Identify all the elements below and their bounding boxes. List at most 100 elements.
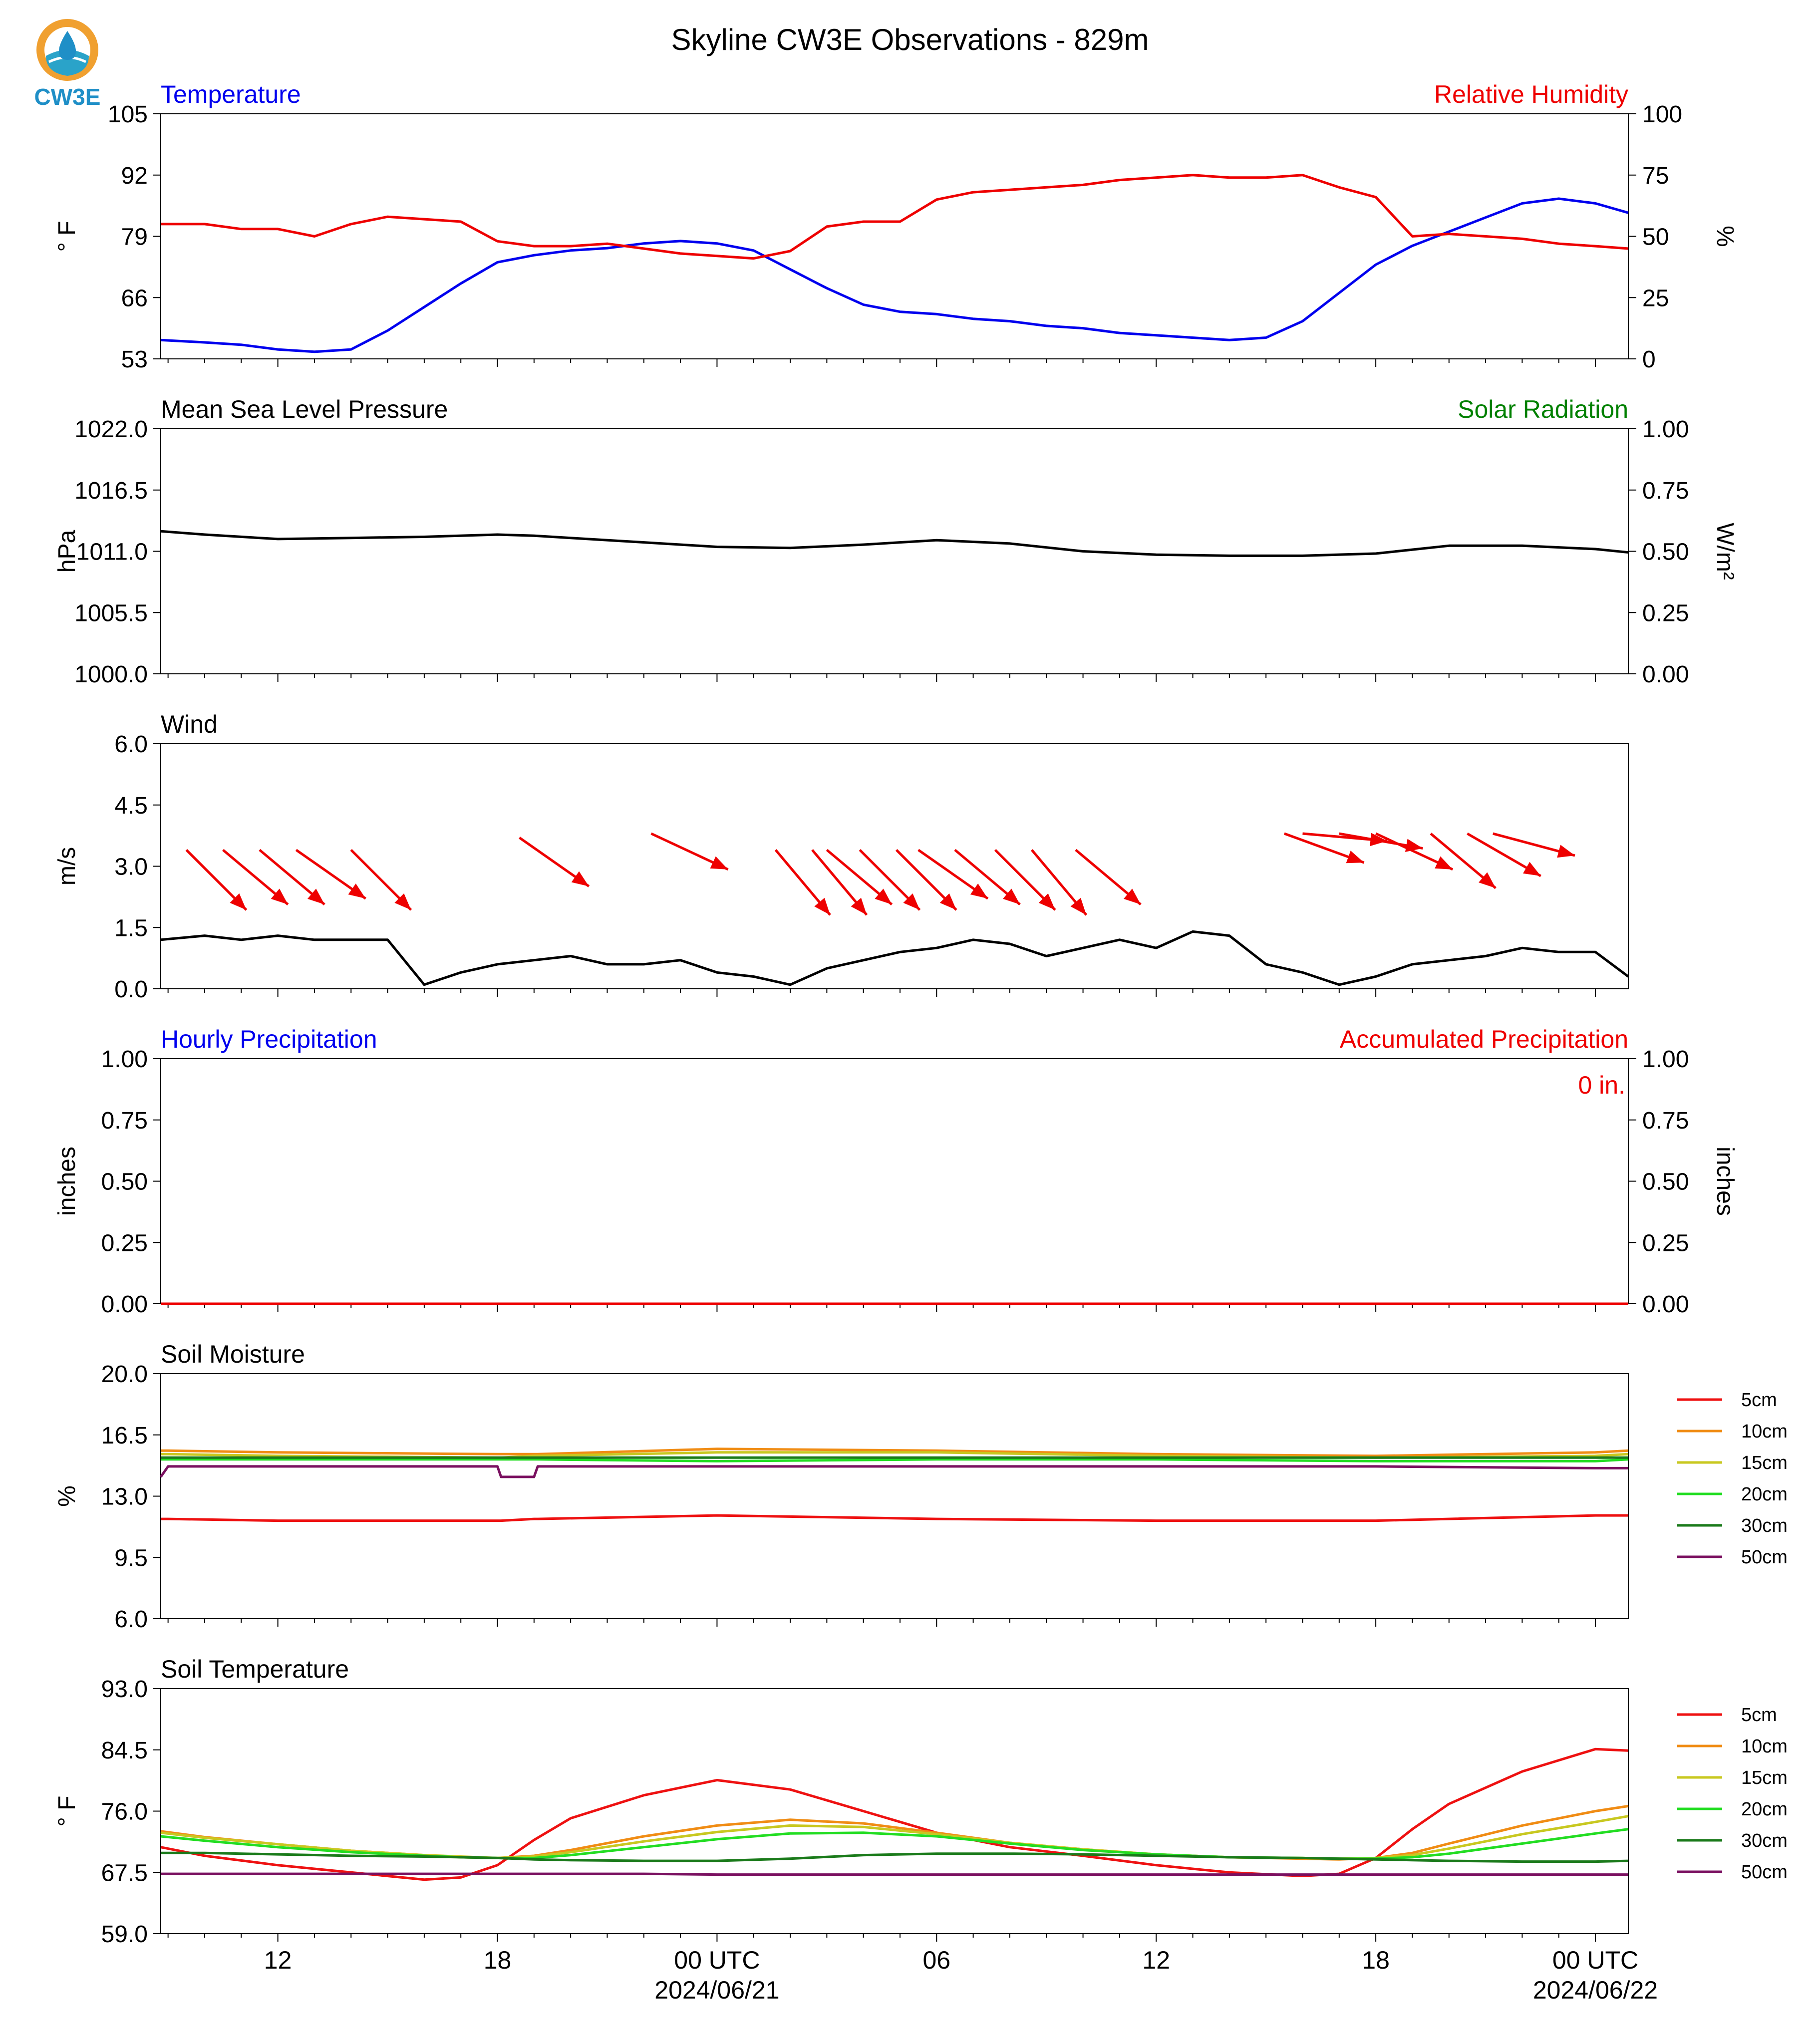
y-tick-label-right: 0.00 (1642, 1291, 1689, 1318)
wind-arrow-head (875, 888, 892, 905)
series-line-5cm (161, 1514, 1628, 1522)
panel-1: Mean Sea Level Pressure Solar Radiation 10… (54, 395, 1738, 688)
y-tick-label-left: 92 (121, 163, 148, 189)
y-tick-label-left: 6.0 (114, 1606, 148, 1633)
y-tick-label-left: 0.50 (101, 1169, 148, 1195)
wind-arrow-head (571, 871, 589, 886)
y-tick-label-left: 67.5 (101, 1860, 148, 1886)
y-tick-label-right: 1.00 (1642, 416, 1689, 443)
wind-arrow-head (271, 888, 288, 905)
logo-text: CW3E (34, 84, 101, 109)
cw3e-logo: CW3E (34, 19, 101, 109)
y-tick-label-left: 66 (121, 285, 148, 311)
panels: Temperature Relative Humidity 53 66 79 92 105 0… (54, 80, 1788, 1948)
legend-label: 10cm (1741, 1421, 1788, 1442)
y-tick-label-left: 1011.0 (76, 539, 148, 566)
legend-label: 15cm (1741, 1767, 1788, 1788)
legend-label: 20cm (1741, 1799, 1788, 1820)
y-tick-label-right: 0 (1642, 346, 1656, 373)
wind-arrow-head (394, 893, 411, 910)
wind-arrow-head (230, 893, 247, 910)
series-line-50cm (161, 1872, 1628, 1876)
wind-arrow-head (307, 888, 325, 905)
panel-title-left: Soil Temperature (161, 1655, 349, 1683)
series-line-50cm (159, 1465, 1628, 1478)
legend-label: 50cm (1741, 1547, 1788, 1568)
y-axis-label-right: W/m² (1712, 523, 1738, 580)
x-tick-label: 12 (1142, 1946, 1170, 1974)
wind-arrow-head (1003, 888, 1020, 905)
x-tick-label: 06 (923, 1946, 951, 1974)
panel-title-left: Mean Sea Level Pressure (161, 395, 448, 423)
panel-title-left: Hourly Precipitation (161, 1025, 377, 1053)
y-tick-label-left: 16.5 (101, 1423, 148, 1449)
y-tick-label-right: 0.25 (1642, 600, 1689, 626)
y-tick-label-right: 0.50 (1642, 1169, 1689, 1195)
logo-wave (46, 50, 89, 76)
figure-title: Skyline CW3E Observations - 829m (671, 23, 1149, 56)
series-line-20cm (161, 1458, 1629, 1462)
x-tick-label: 12 (264, 1946, 292, 1974)
panel-4: Soil Moisture 6.0 9.5 13.0 16.5 20.0% 5cm 10cm 1… (54, 1340, 1788, 1633)
x-tick-label: 18 (484, 1946, 512, 1974)
wind-arrow-head (1038, 893, 1055, 910)
panel-title-left: Soil Moisture (161, 1340, 305, 1368)
wind-arrow-head (970, 883, 988, 899)
wind-arrow-head (710, 856, 728, 869)
legend-label: 15cm (1741, 1452, 1788, 1473)
y-tick-label-right: 0.00 (1642, 661, 1689, 688)
legend-label: 30cm (1741, 1830, 1788, 1851)
y-tick-label-left: 59.0 (101, 1921, 148, 1948)
accumulated-precip-value: 0 in. (1578, 1071, 1625, 1099)
y-tick-label-right: 50 (1642, 224, 1669, 251)
y-tick-label-left: 13.0 (101, 1484, 148, 1510)
y-tick-label-left: 1022.0 (74, 416, 148, 443)
panel-frame (160, 113, 1629, 359)
y-axis-label-left: m/s (54, 847, 80, 885)
legend-label: 10cm (1741, 1736, 1788, 1757)
y-tick-label-left: 20.0 (101, 1361, 148, 1388)
y-tick-label-right: 100 (1642, 101, 1682, 128)
y-tick-label-left: 3.0 (114, 854, 148, 880)
y-axis-label-left: inches (54, 1147, 80, 1216)
y-tick-label-left: 0.75 (101, 1108, 148, 1134)
y-tick-label-left: 0.25 (101, 1230, 148, 1256)
wind-arrow-head (1070, 897, 1087, 915)
x-tick-label: 18 (1362, 1946, 1390, 1974)
y-tick-label-left: 1000.0 (74, 661, 148, 688)
series-line-5cm (160, 1747, 1629, 1881)
wind-arrow-head (903, 893, 920, 910)
wind-arrow-head (1479, 872, 1496, 888)
y-axis-label-left: hPa (54, 530, 80, 573)
panel-0: Temperature Relative Humidity 53 66 79 92 105 0… (54, 80, 1738, 373)
y-tick-label-left: 93.0 (101, 1676, 148, 1703)
legend-label: 30cm (1741, 1515, 1788, 1536)
legend-label: 20cm (1741, 1484, 1788, 1505)
panel-frame (160, 1058, 1629, 1304)
y-tick-label-right: 1.00 (1642, 1046, 1689, 1073)
wind-arrow-head (939, 893, 956, 910)
panel-frame (160, 1373, 1629, 1619)
y-tick-label-right: 0.50 (1642, 539, 1689, 566)
series-line-relative-humidity (161, 174, 1629, 260)
series-line-temperature (160, 197, 1629, 353)
wind-arrow-head (1123, 888, 1141, 905)
y-tick-label-right: 0.25 (1642, 1230, 1689, 1256)
x-tick-date: 2024/06/22 (1533, 1976, 1658, 2004)
legend-label: 5cm (1741, 1705, 1777, 1726)
panel-title-left: Wind (161, 710, 218, 738)
panel-title-right: Accumulated Precipitation (1340, 1025, 1628, 1053)
x-tick-label: 00 UTC (1552, 1946, 1638, 1974)
panel-3: Hourly Precipitation Accumulated Precipit… (54, 1025, 1738, 1318)
y-axis-label-left: ° F (54, 1796, 80, 1827)
series-line-10cm (161, 1448, 1629, 1457)
y-tick-label-left: 9.5 (114, 1545, 148, 1571)
y-tick-label-left: 105 (108, 101, 148, 128)
y-tick-label-left: 1.00 (101, 1046, 148, 1073)
y-tick-label-left: 84.5 (101, 1738, 148, 1764)
panel-title-right: Relative Humidity (1434, 80, 1628, 108)
panel-2: Wind 0.0 1.5 3.0 4.5 6.0 m/s (54, 710, 1629, 1003)
panel-title-left: Temperature (161, 80, 301, 108)
wind-arrow-head (1435, 856, 1453, 869)
panel-5: Soil Temperature 59.0 67.5 76.0 84.5 93.0 ° F 5… (54, 1655, 1788, 1948)
